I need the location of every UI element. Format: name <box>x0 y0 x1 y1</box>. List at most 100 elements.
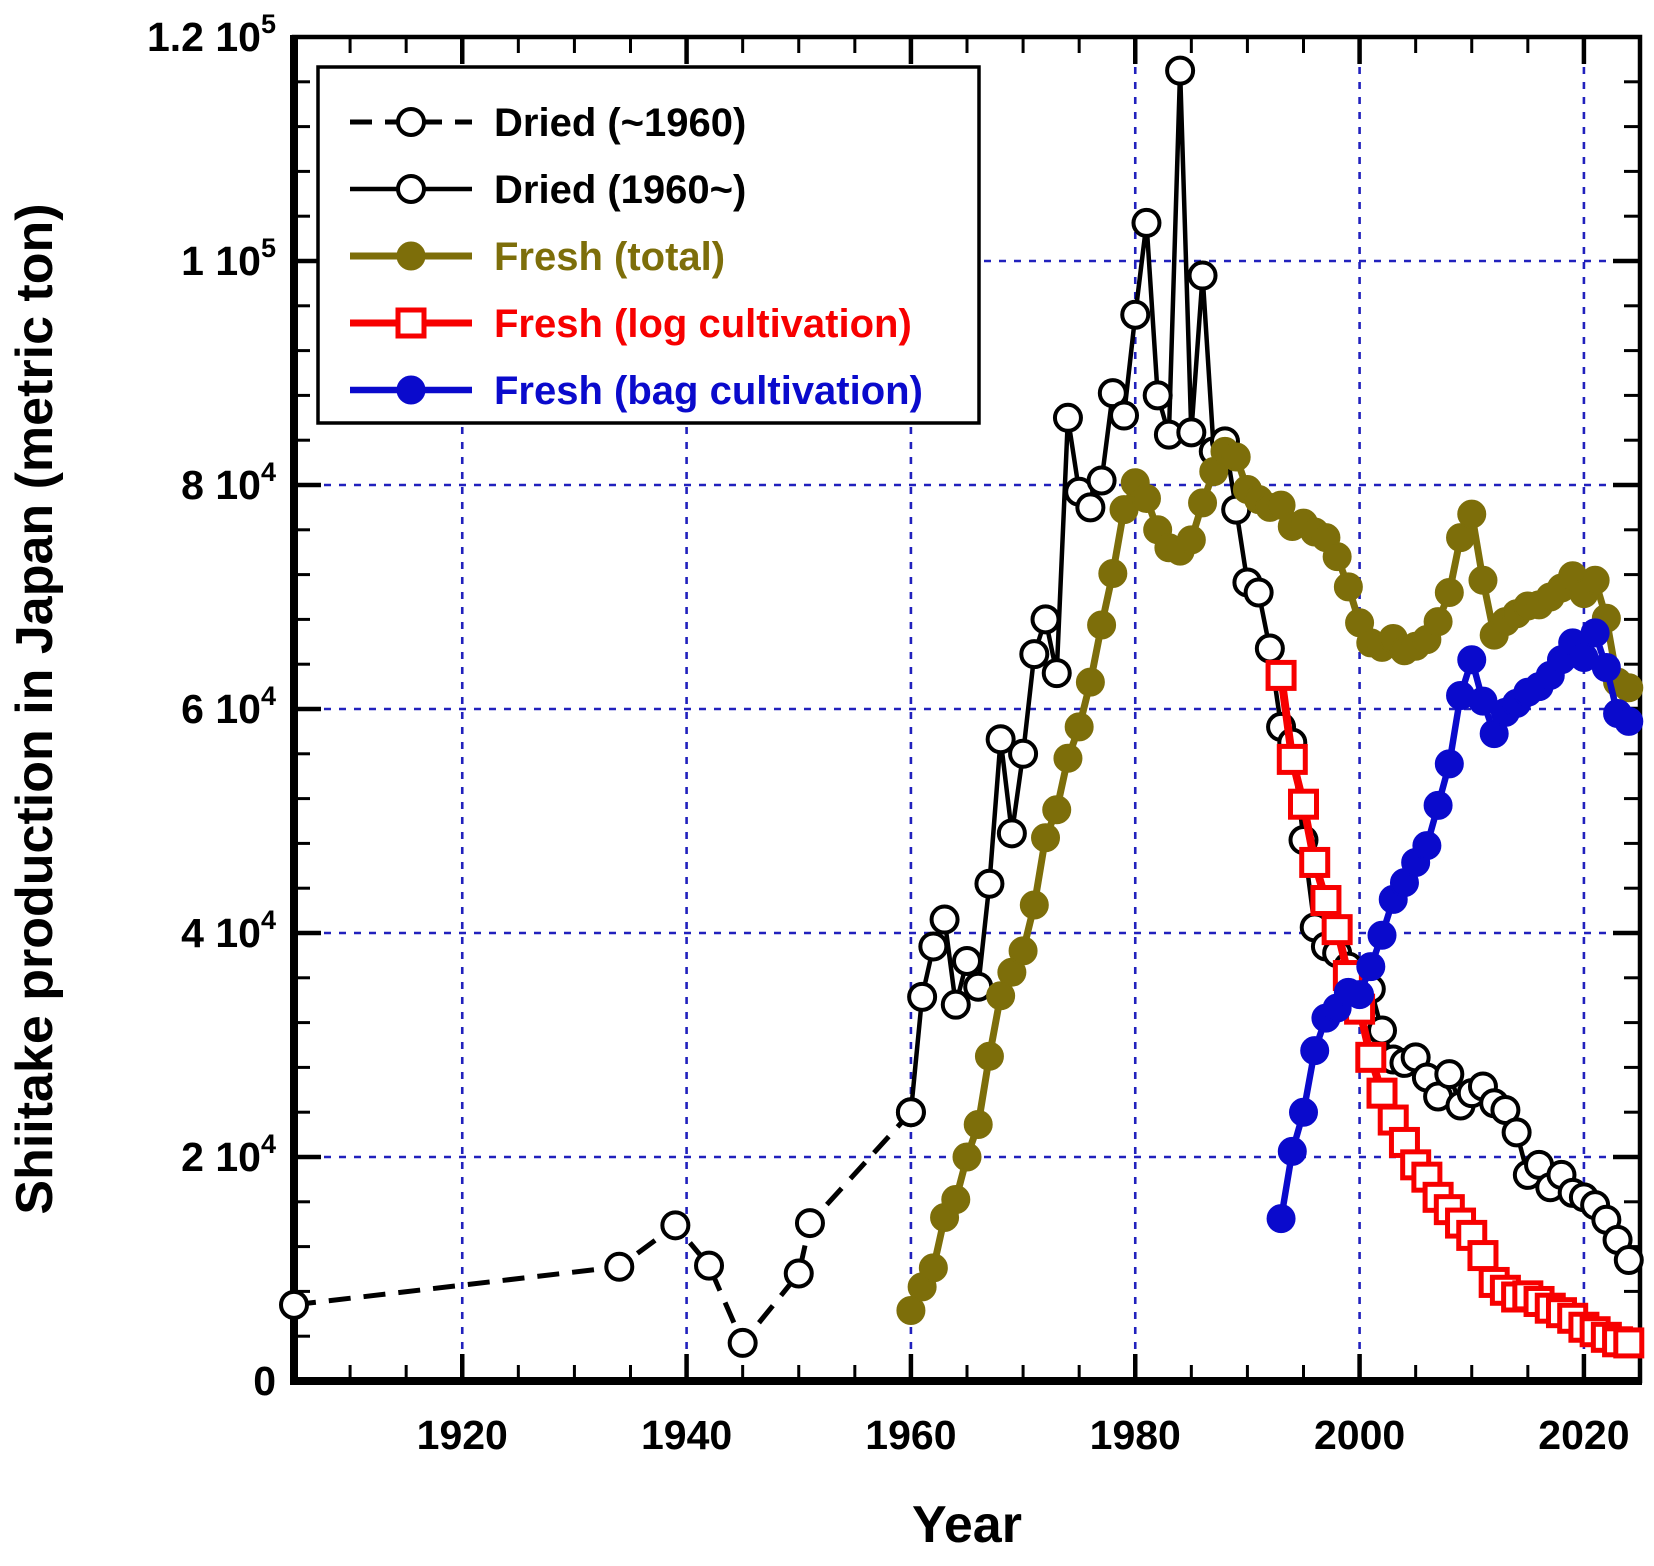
open-square-marker <box>1366 1077 1398 1109</box>
open-square-marker <box>1299 846 1331 878</box>
filled-circle-marker <box>1591 653 1621 683</box>
open-circle-marker <box>940 989 971 1020</box>
open-circle-marker <box>1131 207 1162 238</box>
legend-entry-0: Dried (~1960) <box>350 101 746 145</box>
x-tick-label: 2020 <box>1538 1412 1629 1458</box>
open-circle-marker <box>1109 400 1140 431</box>
open-circle-marker <box>1030 604 1061 635</box>
filled-circle-marker <box>1042 795 1072 825</box>
filled-circle-marker <box>1457 645 1487 675</box>
series-fresh-bag-cultivation <box>1266 618 1644 1234</box>
open-circle-marker <box>1254 633 1285 664</box>
filled-circle-marker <box>1087 610 1117 640</box>
open-square-marker <box>1613 1327 1645 1359</box>
open-circle-marker <box>1019 639 1050 670</box>
legend-label: Fresh (log cultivation) <box>494 302 912 346</box>
open-circle-marker <box>1187 260 1218 291</box>
filled-circle-marker <box>1277 1136 1307 1166</box>
filled-circle-marker <box>1446 523 1476 553</box>
filled-circle-marker <box>1333 572 1363 602</box>
y-tick-label: 1 105 <box>181 233 276 284</box>
series-fresh-log-cultivation <box>1265 659 1645 1359</box>
filled-circle-marker <box>1356 952 1386 982</box>
axis-ticks <box>294 37 1640 1381</box>
filled-circle-marker <box>1053 743 1083 773</box>
filled-circle-marker <box>1434 578 1464 608</box>
open-circle-marker <box>694 1250 725 1281</box>
y-axis-title: Shiitake production in Japan (metric ton… <box>6 203 64 1214</box>
open-circle-marker <box>895 1097 926 1128</box>
filled-circle-marker <box>1019 890 1049 920</box>
filled-circle-marker <box>1064 712 1094 742</box>
filled-circle-marker <box>1098 558 1128 588</box>
open-square-marker <box>1276 743 1308 775</box>
open-circle-marker <box>1165 55 1196 86</box>
filled-circle-marker <box>1614 706 1644 736</box>
y-tick-label: 8 104 <box>181 457 276 508</box>
filled-circle-marker <box>1468 565 1498 595</box>
filled-circle-marker <box>918 1253 948 1283</box>
filled-circle-marker <box>396 375 426 405</box>
open-circle-marker <box>918 931 949 962</box>
open-square-marker <box>1310 885 1342 917</box>
open-circle-marker <box>952 946 982 976</box>
open-circle-marker <box>1052 402 1083 433</box>
open-square-marker <box>395 307 427 339</box>
y-tick-label: 4 104 <box>181 905 276 956</box>
x-tick-label: 1980 <box>1090 1412 1181 1458</box>
open-square-marker <box>1321 914 1353 946</box>
open-circle-marker <box>1008 738 1039 769</box>
open-circle-marker <box>1176 417 1207 448</box>
filled-circle-marker <box>1300 1036 1330 1066</box>
x-tick-labels: 1920 1940 1960 1980 2000 2020 <box>417 1412 1630 1458</box>
open-circle-marker <box>794 1208 825 1239</box>
filled-circle-marker <box>1367 920 1397 950</box>
x-axis-title: Year <box>912 1496 1022 1554</box>
open-circle-marker <box>996 818 1027 849</box>
legend-label: Fresh (total) <box>494 235 725 279</box>
open-circle-marker <box>1613 1245 1644 1276</box>
legend-entry-2: Fresh (total) <box>350 235 725 279</box>
open-circle-marker <box>929 904 960 935</box>
legend-entry-4: Fresh (bag cultivation) <box>350 369 923 413</box>
x-tick-label: 1960 <box>865 1412 956 1458</box>
filled-circle-marker <box>1412 831 1442 861</box>
filled-circle-marker <box>396 241 426 271</box>
filled-circle-marker <box>986 981 1016 1011</box>
legend-label: Dried (~1960) <box>494 101 746 145</box>
open-circle-marker <box>604 1251 635 1282</box>
y-tick-label: 1.2 105 <box>147 9 276 60</box>
filled-circle-marker <box>1266 1204 1296 1234</box>
open-square-marker <box>1288 788 1319 820</box>
legend-label: Fresh (bag cultivation) <box>494 369 923 413</box>
x-tick-label: 1940 <box>641 1412 732 1458</box>
filled-circle-marker <box>1075 667 1105 697</box>
open-circle-marker <box>1086 465 1117 496</box>
series-fresh-total <box>896 436 1644 1325</box>
open-circle-marker <box>660 1210 691 1241</box>
legend-label: Dried (1960~) <box>494 168 746 212</box>
filled-circle-marker <box>1188 488 1218 518</box>
open-circle-marker <box>1501 1117 1532 1148</box>
legend: Dried (~1960) Dried (1960~) Fresh (total) F… <box>316 65 981 425</box>
filled-circle-marker <box>941 1185 971 1215</box>
filled-circle-marker <box>963 1110 993 1140</box>
open-square-marker <box>1355 1041 1387 1073</box>
legend-entry-1: Dried (1960~) <box>350 168 746 212</box>
filled-circle-marker <box>1345 980 1375 1010</box>
open-circle-marker <box>396 107 426 137</box>
filled-circle-marker <box>1580 565 1610 595</box>
open-circle-marker <box>1243 577 1274 608</box>
y-tick-label: 2 104 <box>181 1129 276 1180</box>
filled-circle-marker <box>1221 442 1251 472</box>
open-circle-marker <box>985 724 1016 755</box>
filled-circle-marker <box>896 1295 926 1325</box>
filled-circle-marker <box>1614 673 1644 703</box>
y-tick-labels: 0 2 104 4 104 6 104 8 104 1 105 1.2 105 <box>147 9 276 1404</box>
filled-circle-marker <box>1457 499 1487 529</box>
filled-circle-marker <box>1031 823 1061 853</box>
open-circle-marker <box>396 174 426 204</box>
open-circle-marker <box>279 1289 309 1320</box>
